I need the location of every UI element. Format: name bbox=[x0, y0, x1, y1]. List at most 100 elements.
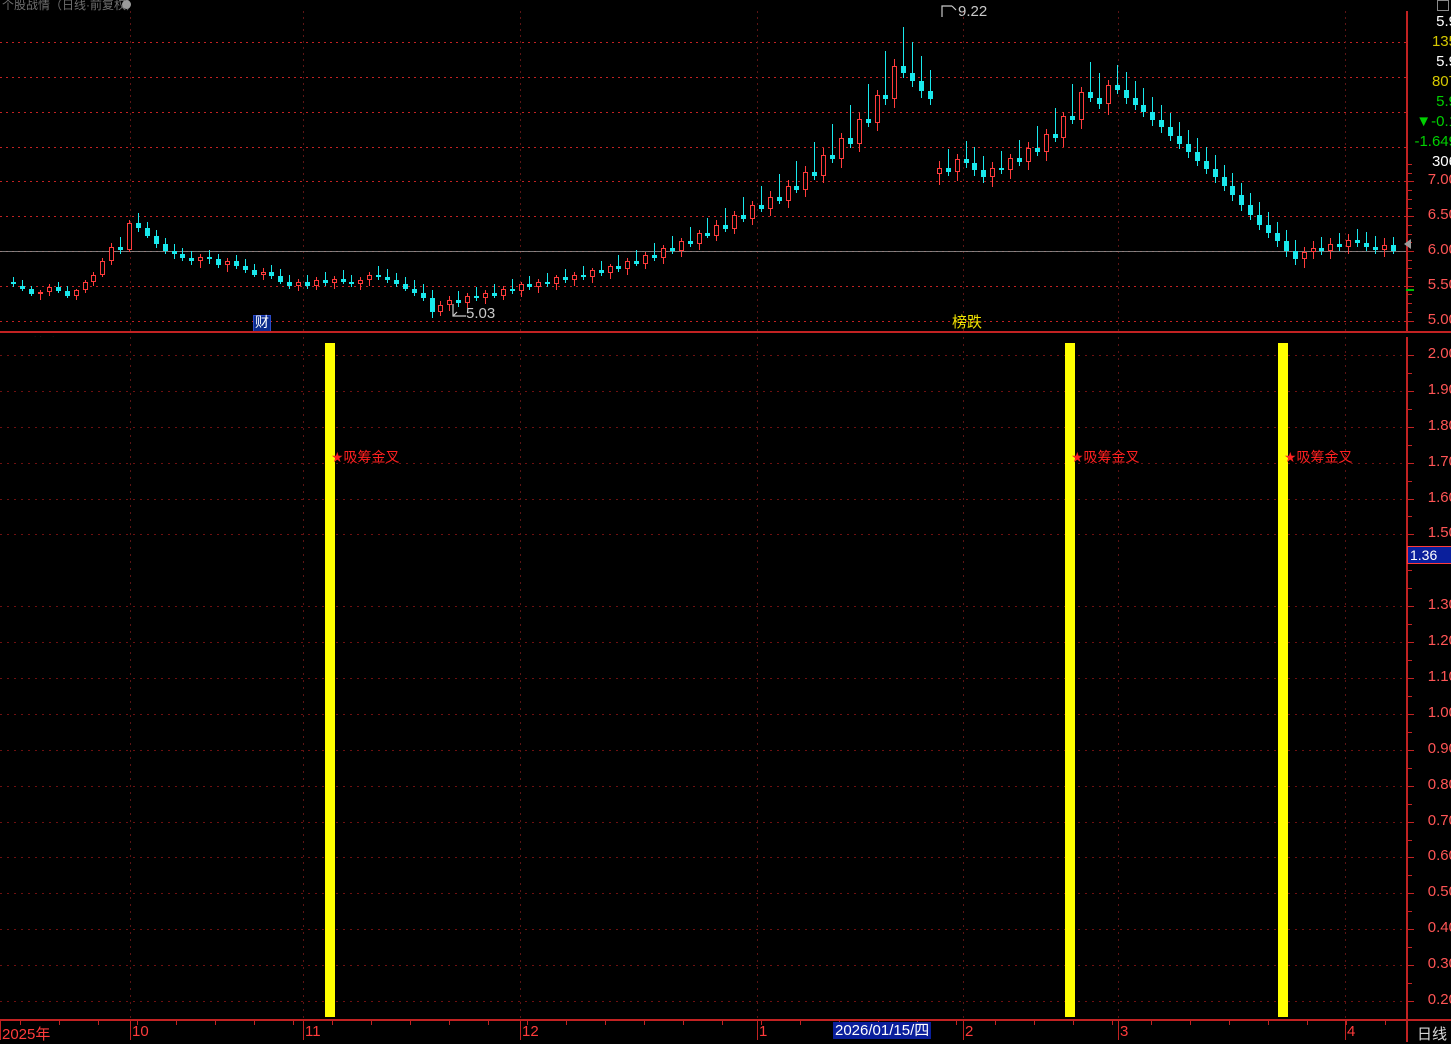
indicator-axis-label: 1.20 bbox=[1427, 632, 1451, 650]
indicator-month-gridline bbox=[520, 337, 521, 1019]
candle-body bbox=[154, 235, 159, 245]
candle-wick bbox=[1117, 64, 1118, 94]
candle-wick bbox=[814, 142, 815, 181]
signal-bar bbox=[1278, 343, 1288, 1017]
candle-body bbox=[394, 280, 399, 285]
price-chart-pane[interactable] bbox=[0, 11, 1406, 331]
candle-body bbox=[91, 274, 96, 283]
indicator-axis-minor-tick bbox=[1408, 445, 1412, 446]
time-axis-tick bbox=[59, 1021, 60, 1025]
time-axis[interactable]: 日线 2025年 10 11 12 1 2 3 4 2026/01/15/四 bbox=[0, 1019, 1451, 1043]
time-axis-tick bbox=[1190, 1021, 1191, 1025]
candle-body bbox=[172, 251, 177, 255]
time-axis-tick bbox=[254, 1021, 255, 1025]
candle-wick bbox=[351, 274, 352, 288]
candle-body bbox=[786, 185, 791, 201]
candle-body bbox=[56, 287, 61, 291]
candle-body bbox=[20, 285, 25, 290]
indicator-month-gridline bbox=[963, 337, 964, 1019]
time-axis-tick bbox=[956, 1021, 957, 1025]
candle-wick bbox=[22, 280, 23, 292]
time-axis-tick bbox=[995, 1021, 996, 1025]
indicator-y-axis[interactable]: 2.00 1.90 1.80 1.70 1.60 1.50 1.30 1.20 1.10 1.00… bbox=[1406, 337, 1451, 1019]
candle-wick bbox=[690, 227, 691, 247]
indicator-axis-minor-tick bbox=[1408, 750, 1412, 751]
candle-body bbox=[670, 248, 675, 251]
event-tag-yellow[interactable]: 榜跌 bbox=[952, 313, 983, 331]
candle-wick bbox=[903, 27, 904, 79]
candle-body bbox=[1222, 177, 1227, 186]
candle-body bbox=[349, 281, 354, 285]
candle-body bbox=[590, 270, 595, 278]
price-axis-minor-tick bbox=[1408, 190, 1412, 191]
candle-body bbox=[1088, 92, 1093, 98]
candle-wick bbox=[885, 50, 886, 105]
price-axis-minor-tick bbox=[1408, 260, 1412, 261]
candle-body bbox=[100, 260, 105, 275]
time-axis-tick bbox=[605, 1021, 606, 1025]
candle-body bbox=[421, 292, 426, 299]
price-y-axis[interactable]: 7.00 6.50 6.00 5.50 5.00 bbox=[1406, 11, 1451, 331]
candle-body bbox=[527, 284, 532, 288]
event-tag-blue[interactable]: 财 bbox=[253, 315, 271, 332]
candle-body bbox=[1124, 89, 1129, 98]
candle-wick bbox=[1099, 72, 1100, 110]
candle-body bbox=[145, 228, 150, 236]
candle-body bbox=[1133, 97, 1138, 105]
candle-wick bbox=[378, 266, 379, 281]
candle-body bbox=[430, 298, 435, 313]
candle-wick bbox=[1357, 228, 1358, 247]
candle-body bbox=[1159, 120, 1164, 128]
candle-body bbox=[928, 91, 933, 100]
time-axis-tick bbox=[176, 1021, 177, 1025]
open-price-tick-icon bbox=[1406, 289, 1414, 291]
candle-body bbox=[1195, 152, 1200, 161]
restore-window-icon[interactable] bbox=[1437, 0, 1449, 11]
indicator-axis-minor-tick bbox=[1408, 893, 1412, 894]
time-axis-tick bbox=[722, 1021, 723, 1025]
time-axis-tick bbox=[1346, 1021, 1347, 1025]
candle-body bbox=[1213, 168, 1218, 178]
candle-body bbox=[937, 167, 942, 175]
candle-wick bbox=[1179, 121, 1180, 150]
candle-body bbox=[234, 260, 239, 267]
candle-body bbox=[714, 224, 719, 236]
indicator-gridline bbox=[0, 499, 1406, 500]
candle-wick bbox=[138, 212, 139, 232]
candle-wick bbox=[405, 277, 406, 292]
indicator-axis-minor-tick bbox=[1408, 373, 1412, 374]
indicator-axis-minor-tick bbox=[1408, 606, 1412, 607]
candle-wick bbox=[1152, 96, 1153, 126]
candle-wick bbox=[307, 275, 308, 289]
status-circle-icon[interactable] bbox=[122, 0, 131, 9]
time-axis-tick bbox=[293, 1021, 294, 1025]
indicator-axis-minor-tick bbox=[1408, 409, 1412, 410]
candle-body bbox=[732, 214, 737, 229]
time-axis-label: 10 bbox=[132, 1023, 149, 1040]
time-axis-tick bbox=[527, 1021, 528, 1025]
indicator-pane[interactable]: ★吸筹金叉 ★吸筹金叉 ★吸筹金叉 bbox=[0, 337, 1406, 1019]
month-gridline bbox=[1118, 11, 1119, 331]
indicator-month-gridline bbox=[1118, 337, 1119, 1019]
candle-body bbox=[652, 255, 657, 258]
time-axis-tick bbox=[410, 1021, 411, 1025]
candle-body bbox=[608, 266, 613, 274]
price-axis-minor-tick bbox=[1408, 225, 1412, 226]
candle-wick bbox=[1001, 150, 1002, 175]
candle-wick bbox=[725, 207, 726, 232]
candle-body bbox=[519, 284, 524, 292]
candle-body bbox=[1186, 143, 1191, 153]
candle-wick bbox=[494, 284, 495, 299]
indicator-axis-minor-tick bbox=[1408, 983, 1412, 984]
candle-body bbox=[323, 280, 328, 283]
candle-wick bbox=[1321, 237, 1322, 256]
time-axis-tick bbox=[1073, 1021, 1074, 1025]
price-axis-minor-tick bbox=[1408, 208, 1412, 209]
candle-body bbox=[109, 246, 114, 261]
candle-body bbox=[581, 274, 586, 278]
pane-divider bbox=[0, 331, 1451, 333]
candle-body bbox=[1230, 185, 1235, 196]
indicator-axis-minor-tick bbox=[1408, 570, 1412, 571]
time-axis-tick bbox=[332, 1021, 333, 1025]
period-label[interactable]: 日线 bbox=[1416, 1026, 1447, 1043]
